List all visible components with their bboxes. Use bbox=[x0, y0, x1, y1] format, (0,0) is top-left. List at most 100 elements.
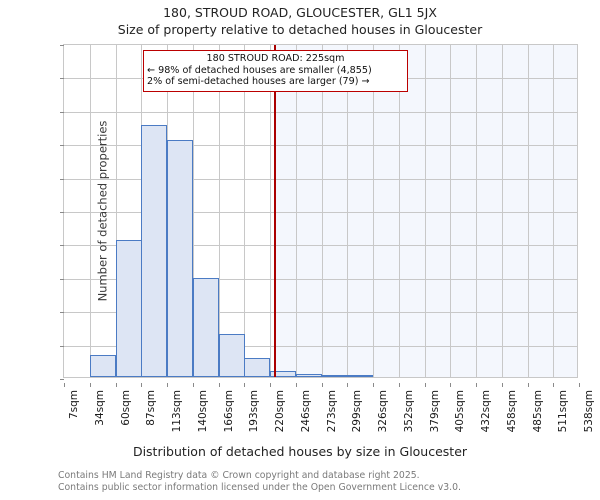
y-axis-tick-mark bbox=[60, 145, 64, 147]
x-axis-tick-label: 166sqm bbox=[223, 390, 235, 433]
property-marker-line bbox=[273, 45, 276, 377]
gridline-vertical bbox=[244, 45, 245, 377]
y-axis-tick-mark bbox=[60, 278, 64, 280]
x-axis-tick-label: 246sqm bbox=[300, 390, 312, 433]
bar bbox=[141, 124, 167, 377]
bar bbox=[296, 373, 322, 377]
x-axis-tick-label: 220sqm bbox=[274, 390, 286, 433]
x-axis-tick-label: 87sqm bbox=[145, 390, 157, 426]
bar bbox=[90, 355, 116, 377]
bar bbox=[270, 371, 296, 377]
y-axis-tick-mark bbox=[60, 245, 64, 247]
x-axis-tick-mark bbox=[219, 383, 220, 387]
x-axis-tick-mark bbox=[399, 383, 400, 387]
footer: Contains HM Land Registry data © Crown c… bbox=[58, 470, 578, 493]
y-axis-tick-mark bbox=[60, 379, 64, 380]
gridline-vertical bbox=[116, 45, 117, 377]
x-axis-tick-mark bbox=[116, 383, 117, 387]
chart-title-block: 180, STROUD ROAD, GLOUCESTER, GL1 5JX Si… bbox=[0, 0, 600, 38]
bar bbox=[167, 139, 193, 377]
gridline-horizontal bbox=[64, 278, 577, 280]
gridline-vertical bbox=[90, 45, 91, 377]
x-axis-tick-mark bbox=[64, 383, 65, 387]
bar bbox=[244, 357, 270, 377]
page-title: 180, STROUD ROAD, GLOUCESTER, GL1 5JX bbox=[163, 5, 437, 20]
gridline-vertical bbox=[476, 45, 477, 377]
x-axis-tick-label: 273sqm bbox=[326, 390, 338, 433]
x-axis-tick-mark bbox=[373, 383, 374, 387]
annotation-line-1: 180 STROUD ROAD: 225sqm bbox=[206, 53, 345, 64]
y-axis-tick-mark bbox=[60, 212, 64, 213]
y-axis-tick-mark bbox=[60, 312, 64, 314]
x-axis-tick-label: 7sqm bbox=[68, 390, 80, 420]
x-axis-tick-label: 538sqm bbox=[583, 390, 595, 433]
gridline-horizontal bbox=[64, 245, 577, 247]
gridline-vertical bbox=[528, 45, 529, 377]
y-axis-tick-mark bbox=[60, 111, 64, 113]
gridline-vertical bbox=[553, 45, 554, 377]
plot-area: 0200400600800100012001400160018002000 7s… bbox=[60, 44, 595, 432]
x-axis-title: Distribution of detached houses by size … bbox=[132, 444, 468, 459]
gridline-vertical bbox=[322, 45, 323, 377]
y-axis-tick-mark bbox=[60, 78, 64, 80]
bar bbox=[322, 375, 348, 377]
gridline-vertical bbox=[193, 45, 194, 377]
x-axis-tick-label: 485sqm bbox=[532, 390, 544, 433]
x-axis-tick-label: 140sqm bbox=[197, 390, 209, 433]
x-axis-tick-label: 352sqm bbox=[403, 390, 415, 433]
x-axis-tick-mark bbox=[347, 383, 348, 387]
gridline-vertical bbox=[399, 45, 400, 377]
chart-subtitle: Size of property relative to detached ho… bbox=[117, 22, 483, 37]
x-axis-tick-label: 193sqm bbox=[248, 390, 260, 433]
gridline-vertical bbox=[425, 45, 426, 377]
x-axis-tick-label: 379sqm bbox=[429, 390, 441, 433]
gridline-vertical bbox=[296, 45, 297, 377]
x-axis-tick-mark bbox=[528, 383, 529, 387]
y-axis-tick-mark bbox=[60, 178, 64, 180]
footer-line-2: Contains public sector information licen… bbox=[58, 481, 461, 493]
x-axis-tick-mark bbox=[322, 383, 323, 387]
x-axis-tick-label: 432sqm bbox=[480, 390, 492, 433]
x-axis-tick-mark bbox=[90, 383, 91, 387]
x-axis-tick-label: 34sqm bbox=[94, 390, 106, 426]
x-axis-tick-mark bbox=[450, 383, 451, 387]
gridline-vertical bbox=[502, 45, 503, 377]
gridline-vertical bbox=[347, 45, 348, 377]
x-axis-tick-label: 511sqm bbox=[557, 390, 569, 433]
gridline-horizontal bbox=[64, 178, 577, 180]
gridline-horizontal bbox=[64, 312, 577, 314]
x-axis-tick-mark bbox=[476, 383, 477, 387]
bar bbox=[193, 278, 219, 377]
x-axis-tick-mark bbox=[579, 383, 580, 387]
x-axis-tick-mark bbox=[270, 383, 271, 387]
x-axis-tick-label: 299sqm bbox=[351, 390, 363, 433]
annotation-box: 180 STROUD ROAD: 225sqm ← 98% of detache… bbox=[143, 50, 408, 92]
gridline-vertical bbox=[450, 45, 451, 377]
x-axis-tick-mark bbox=[553, 383, 554, 387]
gridline-horizontal bbox=[64, 145, 577, 147]
bar bbox=[347, 375, 373, 377]
x-axis-tick-mark bbox=[167, 383, 168, 387]
gridline-vertical bbox=[373, 45, 374, 377]
gridline-horizontal bbox=[64, 111, 577, 113]
x-axis-tick-mark bbox=[425, 383, 426, 387]
annotation-line-2: ← 98% of detached houses are smaller (4,… bbox=[147, 64, 372, 76]
y-axis-title: Number of detached properties bbox=[95, 120, 110, 302]
annotation-line-3: 2% of semi-detached houses are larger (7… bbox=[147, 76, 370, 87]
x-axis-tick-mark bbox=[502, 383, 503, 387]
y-axis-tick-mark bbox=[60, 345, 64, 347]
y-axis-tick-mark bbox=[60, 45, 64, 46]
x-axis-tick-label: 405sqm bbox=[454, 390, 466, 433]
x-axis-tick-label: 458sqm bbox=[506, 390, 518, 433]
gridline-vertical bbox=[270, 45, 271, 377]
x-axis-tick-mark bbox=[244, 383, 245, 387]
gridline-horizontal bbox=[64, 345, 577, 347]
x-axis-tick-mark bbox=[296, 383, 297, 387]
x-axis-tick-mark bbox=[193, 383, 194, 387]
bar bbox=[116, 240, 142, 377]
x-axis-tick-label: 113sqm bbox=[171, 390, 183, 433]
footer-line-1: Contains HM Land Registry data © Crown c… bbox=[58, 470, 420, 481]
gridline-vertical bbox=[219, 45, 220, 377]
x-axis-tick-label: 60sqm bbox=[120, 390, 132, 426]
